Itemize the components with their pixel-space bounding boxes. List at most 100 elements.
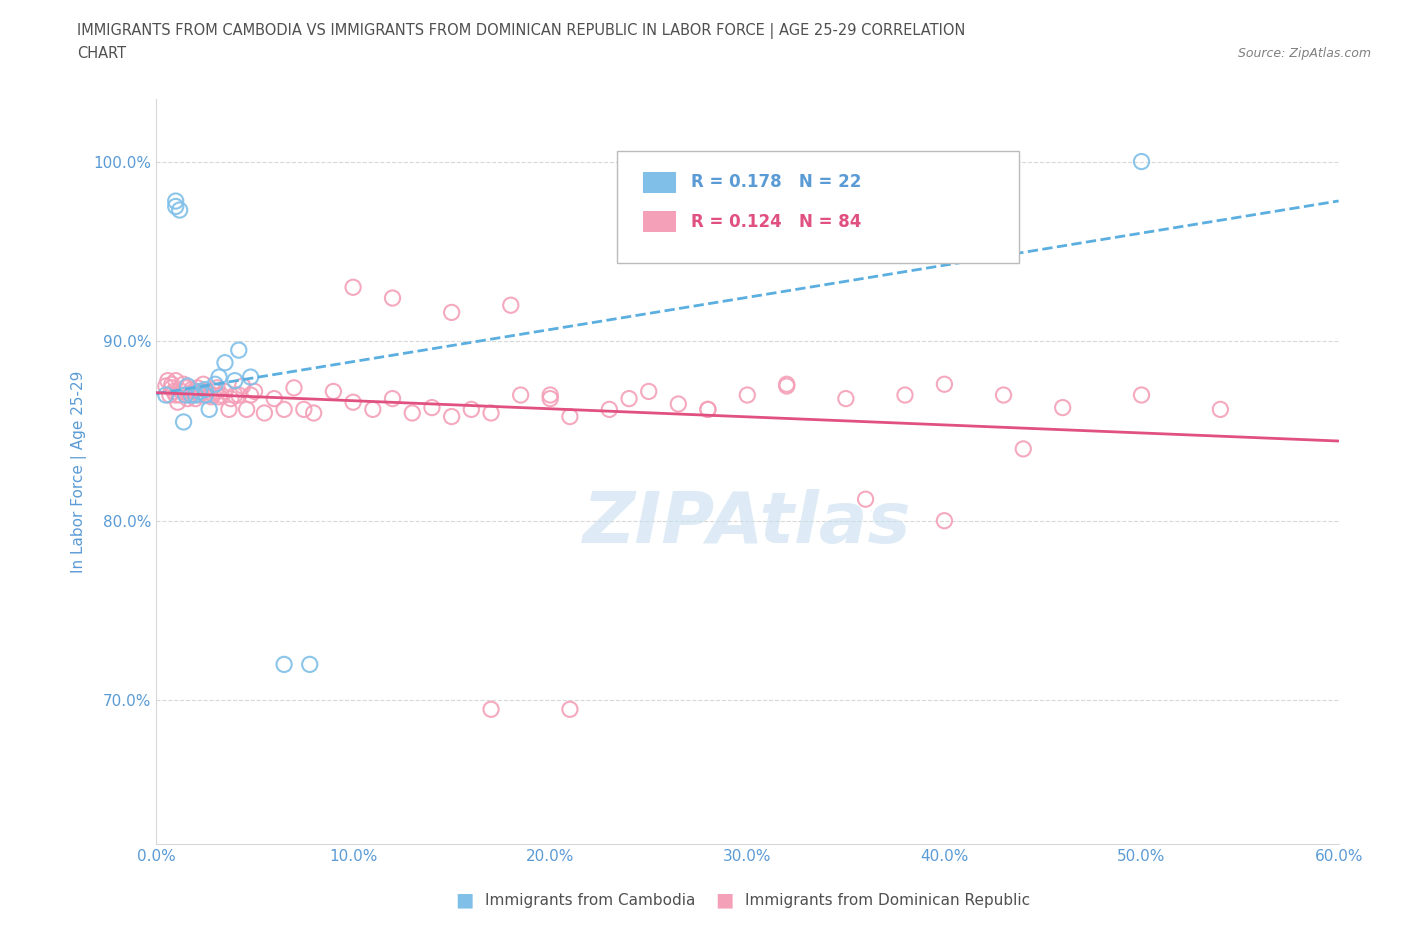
Text: IMMIGRANTS FROM CAMBODIA VS IMMIGRANTS FROM DOMINICAN REPUBLIC IN LABOR FORCE | : IMMIGRANTS FROM CAMBODIA VS IMMIGRANTS F… [77, 23, 966, 39]
Point [342, 394, 364, 409]
Point [194, 382, 217, 397]
Point [460, 402, 482, 417]
Point [174, 380, 197, 395]
Point [598, 402, 620, 417]
Point [342, 280, 364, 295]
Point [155, 388, 177, 403]
Point [209, 388, 232, 403]
Point [1209, 402, 1232, 417]
Point [499, 298, 522, 312]
Point [194, 388, 217, 403]
Point [993, 388, 1015, 403]
Point [194, 388, 217, 403]
Bar [643, 172, 676, 193]
Point [165, 193, 187, 208]
Point [776, 377, 799, 392]
Point [401, 405, 423, 420]
Point [283, 380, 305, 395]
Y-axis label: In Labor Force | Age 25-29: In Labor Force | Age 25-29 [72, 370, 87, 573]
Point [173, 415, 195, 430]
Point [322, 384, 344, 399]
Point [934, 377, 956, 392]
Point [155, 379, 177, 393]
Point [202, 388, 225, 403]
Point [235, 402, 257, 417]
Point [273, 657, 295, 671]
Bar [643, 211, 676, 232]
Point [156, 373, 179, 388]
Point [894, 388, 917, 403]
Point [239, 388, 262, 403]
Point [218, 402, 240, 417]
Point [361, 402, 384, 417]
Point [214, 355, 236, 370]
Point [219, 392, 242, 406]
Point [855, 492, 877, 507]
Point [558, 702, 581, 717]
Point [228, 388, 250, 403]
Point [165, 199, 187, 214]
Point [198, 388, 221, 403]
Point [159, 388, 181, 403]
Point [160, 377, 183, 392]
Point [214, 384, 236, 399]
Point [617, 392, 640, 406]
Point [166, 394, 188, 409]
Point [1130, 154, 1153, 169]
Point [298, 657, 321, 671]
Point [193, 377, 215, 392]
Point [224, 388, 246, 403]
Point [479, 702, 502, 717]
Point [696, 402, 718, 417]
Point [183, 384, 205, 399]
Point [190, 384, 212, 399]
Point [174, 388, 197, 403]
Point [200, 390, 222, 405]
Text: Immigrants from Dominican Republic: Immigrants from Dominican Republic [745, 893, 1031, 908]
Point [1052, 400, 1074, 415]
Text: R = 0.178   N = 22: R = 0.178 N = 22 [690, 173, 860, 192]
Point [776, 379, 799, 393]
Point [180, 382, 202, 397]
Point [195, 384, 218, 399]
Point [163, 384, 186, 399]
Point [228, 342, 250, 357]
Point [232, 379, 254, 393]
Point [253, 405, 276, 420]
Point [538, 392, 561, 406]
Point [176, 379, 198, 393]
Point [169, 388, 191, 403]
Point [165, 373, 187, 388]
FancyBboxPatch shape [617, 151, 1019, 262]
Point [243, 384, 266, 399]
Point [934, 513, 956, 528]
Point [1130, 388, 1153, 403]
Point [204, 377, 226, 392]
Point [302, 405, 325, 420]
Point [186, 380, 208, 395]
Point [170, 384, 193, 399]
Text: ■: ■ [714, 891, 734, 910]
Point [184, 388, 207, 403]
Point [440, 409, 463, 424]
Point [165, 388, 187, 403]
Point [239, 369, 262, 384]
Point [180, 388, 202, 403]
Point [204, 384, 226, 399]
Point [440, 305, 463, 320]
Point [637, 384, 659, 399]
Point [169, 203, 191, 218]
Point [381, 290, 404, 305]
Point [224, 373, 246, 388]
Point [198, 402, 221, 417]
Point [1012, 442, 1035, 457]
Point [184, 392, 207, 406]
Point [381, 392, 404, 406]
Point [835, 392, 858, 406]
Point [160, 380, 183, 395]
Point [208, 390, 231, 405]
Point [205, 380, 228, 395]
Text: CHART: CHART [77, 46, 127, 61]
Point [737, 388, 759, 403]
Point [176, 392, 198, 406]
